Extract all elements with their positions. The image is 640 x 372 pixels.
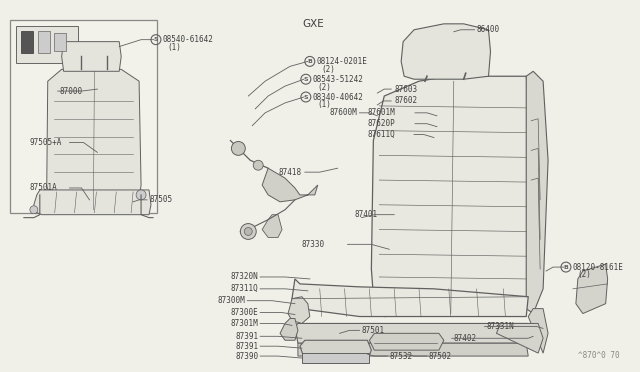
Bar	[10, 20, 157, 213]
Text: B: B	[307, 59, 312, 64]
Text: 87601M: 87601M	[367, 108, 395, 117]
Bar	[38, 31, 50, 52]
Text: 87330: 87330	[302, 240, 325, 249]
Text: 87620P: 87620P	[367, 119, 395, 128]
Circle shape	[232, 141, 245, 155]
Bar	[21, 31, 33, 52]
Text: 87320N: 87320N	[230, 272, 258, 282]
Text: 08340-40642: 08340-40642	[313, 93, 364, 102]
Text: 87300M: 87300M	[218, 296, 245, 305]
Text: B: B	[563, 264, 568, 270]
Polygon shape	[371, 76, 533, 317]
Polygon shape	[528, 309, 548, 353]
Text: 87501A: 87501A	[30, 183, 58, 192]
Polygon shape	[369, 333, 444, 350]
Polygon shape	[47, 69, 141, 210]
Polygon shape	[61, 42, 121, 71]
Text: 87603: 87603	[394, 84, 417, 94]
Bar	[16, 26, 77, 63]
Circle shape	[30, 206, 38, 214]
Text: 87602: 87602	[394, 96, 417, 106]
Bar	[302, 353, 369, 363]
Text: 08120-8161E: 08120-8161E	[573, 263, 624, 272]
Text: 86400: 86400	[477, 25, 500, 34]
Polygon shape	[262, 168, 318, 202]
Text: 87600M: 87600M	[330, 108, 358, 117]
Polygon shape	[295, 323, 530, 343]
Polygon shape	[298, 343, 528, 356]
Text: 87331N: 87331N	[486, 322, 515, 331]
Polygon shape	[288, 297, 310, 323]
Text: (1): (1)	[318, 100, 332, 109]
Polygon shape	[300, 340, 371, 360]
Polygon shape	[401, 24, 490, 79]
Circle shape	[253, 160, 263, 170]
Text: S: S	[303, 77, 308, 82]
Text: 87505: 87505	[149, 195, 172, 204]
Text: 97505+A: 97505+A	[30, 138, 62, 147]
Text: 08540-61642: 08540-61642	[163, 35, 214, 44]
Text: 87391: 87391	[235, 332, 258, 341]
Text: (2): (2)	[322, 65, 335, 74]
Circle shape	[244, 228, 252, 235]
Text: 87390: 87390	[235, 352, 258, 360]
Text: 87391: 87391	[235, 342, 258, 351]
Text: (2): (2)	[578, 270, 592, 279]
Text: 87300E: 87300E	[230, 308, 258, 317]
Text: (1): (1)	[168, 43, 182, 52]
Text: 87418: 87418	[279, 168, 302, 177]
Polygon shape	[280, 318, 298, 340]
Polygon shape	[526, 71, 548, 314]
Text: 87611Q: 87611Q	[367, 130, 395, 139]
Text: S: S	[303, 94, 308, 99]
Text: 87502: 87502	[429, 352, 452, 360]
Text: 87401: 87401	[355, 210, 378, 219]
Polygon shape	[262, 215, 282, 237]
Text: 87000: 87000	[60, 87, 83, 96]
Text: 87301M: 87301M	[230, 319, 258, 328]
Text: 87501: 87501	[362, 326, 385, 335]
Circle shape	[241, 224, 256, 240]
Text: GXE: GXE	[302, 19, 324, 29]
Text: 87311Q: 87311Q	[230, 284, 258, 294]
Text: ^870^0 70: ^870^0 70	[578, 351, 620, 360]
Text: (2): (2)	[318, 83, 332, 92]
Text: S: S	[154, 37, 158, 42]
Text: 08543-51242: 08543-51242	[313, 75, 364, 84]
Polygon shape	[497, 323, 543, 353]
Polygon shape	[576, 264, 607, 314]
Text: 87532: 87532	[389, 352, 412, 360]
Polygon shape	[292, 279, 528, 317]
Text: 87402: 87402	[454, 334, 477, 343]
Bar	[54, 33, 66, 51]
Text: 08124-0201E: 08124-0201E	[317, 57, 367, 66]
Circle shape	[136, 190, 146, 200]
Polygon shape	[34, 190, 151, 215]
